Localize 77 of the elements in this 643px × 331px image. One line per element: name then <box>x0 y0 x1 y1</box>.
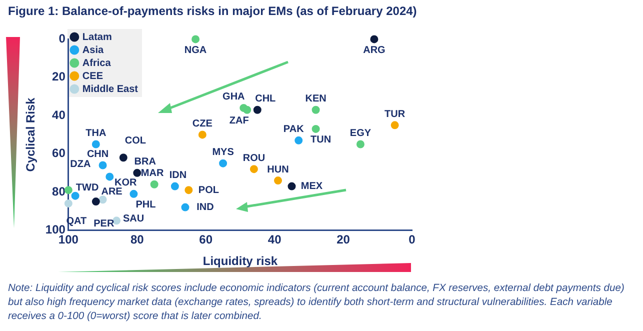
annotation: KOR <box>114 177 138 188</box>
annotation: MEX <box>300 181 323 192</box>
point <box>181 203 190 212</box>
annotation: GHA <box>222 92 245 103</box>
point <box>92 140 100 148</box>
point <box>64 199 72 208</box>
text: Note: Liquidity and cyclical risk scores include economic indicators (current account balance, FX reserves, external debt payments due) but also high frequency market data (exchange rates, spreads) to identify both short-term and structural vulnerabilities. Each variable receives a 0-100 (0=worst) score that is later combined. <box>8 282 626 324</box>
annotation: POL <box>198 184 219 196</box>
annotation: ROU <box>242 152 266 164</box>
annotation: BRA <box>134 156 156 168</box>
annotation: IDN <box>169 170 187 182</box>
annotation: DZA <box>70 158 91 170</box>
annotation: SAU <box>122 213 144 224</box>
x-tick-label: 40 <box>268 232 282 247</box>
annotation: PAK <box>283 124 305 136</box>
point <box>133 168 142 177</box>
point <box>98 161 107 170</box>
y-tick-label: 20 <box>52 70 66 84</box>
y-tick-label: 0 <box>58 32 66 46</box>
y-axis-title: Cyclical Risk <box>24 97 38 172</box>
legend-label: CEE <box>82 70 104 82</box>
point <box>119 154 128 162</box>
legend-label: Middle East <box>82 84 139 95</box>
point <box>184 186 193 194</box>
point <box>370 35 378 44</box>
point <box>92 198 100 206</box>
annotation: IND <box>196 202 214 214</box>
point <box>288 182 296 190</box>
annotation: TWD <box>76 182 99 194</box>
x-axis-title: Liquidity risk <box>202 254 278 268</box>
annotation: TUR <box>384 108 406 120</box>
annotation: COL <box>124 135 146 146</box>
point <box>243 106 252 114</box>
annotation: PHL <box>136 200 156 211</box>
y-tick-label: 80 <box>52 184 66 198</box>
annotation: MAR <box>140 168 164 180</box>
point <box>312 106 320 114</box>
legend-label: Asia <box>82 44 104 56</box>
annotation: ZAF <box>229 116 249 127</box>
annotation: CHN <box>86 149 109 160</box>
x-tick-label: 0 <box>408 232 416 247</box>
point <box>253 106 262 114</box>
annotation: THA <box>86 128 106 139</box>
x-tick-label: 80 <box>130 232 144 247</box>
annotation: CHL <box>255 94 276 105</box>
y-tick-label: 40 <box>52 108 66 122</box>
annotation: CZE <box>192 118 213 130</box>
point <box>71 192 80 200</box>
point <box>106 172 114 181</box>
legend-label: Africa <box>82 58 112 69</box>
x-tick-label: 20 <box>336 232 350 247</box>
legend-label: Latam <box>82 32 112 43</box>
point <box>390 121 399 130</box>
point <box>294 136 303 144</box>
x-tick-label: 60 <box>199 232 213 247</box>
point <box>170 182 179 190</box>
annotation: ARG <box>363 44 386 56</box>
point <box>192 35 200 44</box>
annotation: NGA <box>184 44 207 56</box>
point <box>98 196 107 204</box>
point <box>356 140 364 148</box>
annotation: MYS <box>212 147 234 158</box>
point <box>150 180 158 188</box>
point <box>250 165 258 174</box>
annotation: PER <box>94 218 115 230</box>
annotation: KEN <box>305 94 326 105</box>
annotation: ARE <box>101 186 123 198</box>
point <box>274 176 282 185</box>
point <box>130 190 138 198</box>
point <box>198 130 206 139</box>
point <box>312 124 320 133</box>
annotation: EGY <box>350 128 372 139</box>
point <box>219 159 228 168</box>
annotation: TUN <box>310 134 332 146</box>
chart-title: Figure 1: Balance-of-payments risks in major EMs (as of February 2024) <box>8 4 417 18</box>
annotation: HUN <box>267 164 289 176</box>
y-tick-label: 60 <box>52 146 66 160</box>
